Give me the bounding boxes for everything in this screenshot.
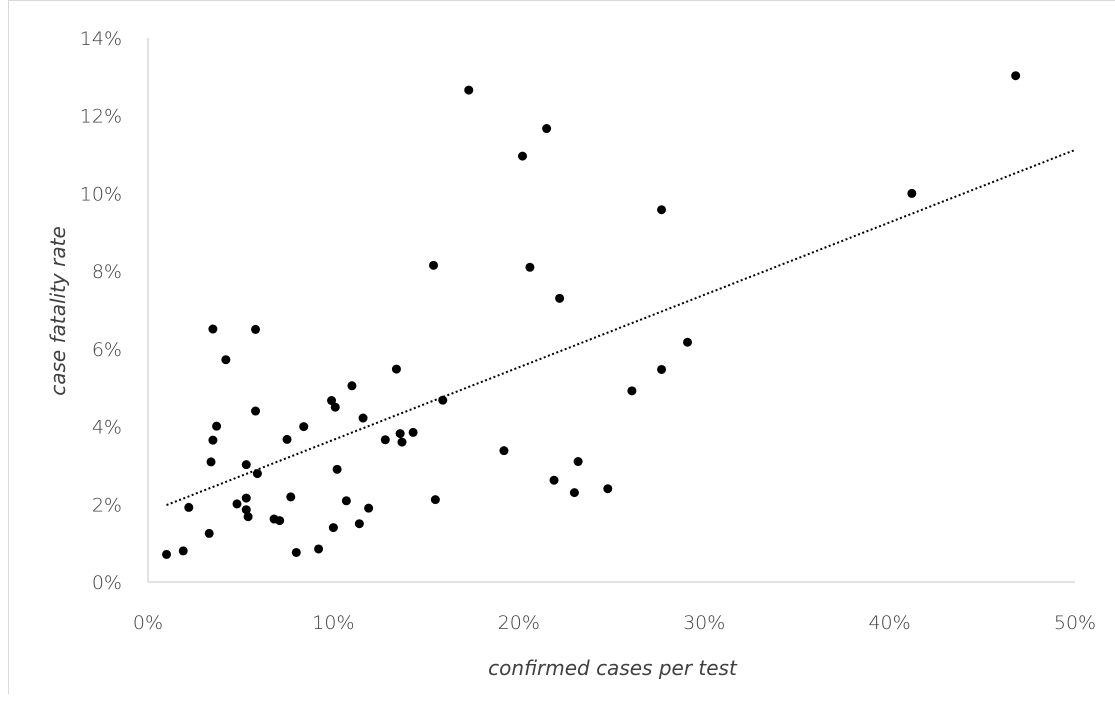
data-point: [408, 427, 418, 437]
data-point: [347, 381, 357, 391]
data-point: [282, 434, 292, 444]
data-point: [542, 124, 552, 134]
data-point: [1011, 71, 1021, 81]
data-point: [354, 519, 364, 529]
data-point: [330, 402, 340, 412]
y-tick-label: 0%: [92, 572, 122, 594]
x-tick-label: 40%: [868, 612, 910, 634]
data-point: [221, 355, 231, 365]
data-point: [464, 85, 474, 95]
data-point: [241, 505, 251, 515]
chart-frame: [8, 0, 1115, 694]
data-point: [397, 437, 407, 447]
y-tick-label: 12%: [80, 106, 122, 128]
data-point: [206, 457, 216, 467]
data-point: [438, 395, 448, 405]
data-point: [525, 262, 535, 272]
x-axis-label: confirmed cases per test: [488, 656, 738, 680]
data-point: [328, 523, 338, 533]
data-point: [327, 396, 337, 406]
data-point: [358, 413, 368, 423]
data-point: [657, 364, 667, 374]
y-tick-label: 14%: [80, 28, 122, 50]
x-tick-label: 30%: [683, 612, 725, 634]
data-point: [430, 495, 440, 505]
trendline: [166, 148, 1076, 506]
data-point: [241, 493, 251, 503]
y-tick-label: 6%: [92, 339, 122, 361]
data-point: [391, 364, 401, 374]
x-tick-label: 0%: [133, 612, 163, 634]
data-point: [251, 324, 261, 334]
data-point: [569, 488, 579, 498]
data-point: [429, 260, 439, 270]
data-point: [208, 324, 218, 334]
data-point: [573, 457, 583, 467]
data-point: [275, 516, 285, 526]
data-point: [499, 446, 509, 456]
data-point: [251, 406, 261, 416]
data-point: [549, 475, 559, 485]
data-point: [286, 492, 296, 502]
data-point: [364, 503, 374, 513]
data-point: [162, 549, 172, 559]
data-point: [341, 496, 351, 506]
data-point: [252, 469, 262, 479]
data-point: [204, 528, 214, 538]
x-axis-ticks: 0% 10% 20% 30% 40% 50%: [133, 612, 1096, 634]
data-point: [212, 421, 222, 431]
x-tick-label: 50%: [1054, 612, 1096, 634]
data-point: [683, 337, 693, 347]
data-point: [555, 293, 565, 303]
data-point: [603, 484, 613, 494]
data-point: [627, 386, 637, 396]
data-point: [395, 429, 405, 439]
y-tick-label: 4%: [92, 417, 122, 439]
y-tick-label: 10%: [80, 183, 122, 205]
y-axis-label: case fatality rate: [46, 226, 70, 396]
data-point: [184, 502, 194, 512]
data-point: [243, 512, 253, 522]
data-point: [907, 188, 917, 198]
data-point: [518, 151, 528, 161]
y-axis-ticks: 0% 2% 4% 6% 8% 10% 12% 14%: [80, 28, 122, 594]
y-tick-label: 8%: [92, 261, 122, 283]
data-point: [232, 499, 242, 509]
data-point: [314, 544, 324, 554]
data-point: [380, 435, 390, 445]
data-point: [241, 460, 251, 470]
data-point: [208, 435, 218, 445]
data-point: [291, 547, 301, 557]
data-point: [178, 546, 188, 556]
x-tick-label: 20%: [498, 612, 540, 634]
data-points: [162, 71, 1021, 559]
data-point: [657, 205, 667, 215]
x-tick-label: 10%: [312, 612, 354, 634]
data-point: [299, 422, 309, 432]
y-tick-label: 2%: [92, 494, 122, 516]
data-point: [332, 464, 342, 474]
